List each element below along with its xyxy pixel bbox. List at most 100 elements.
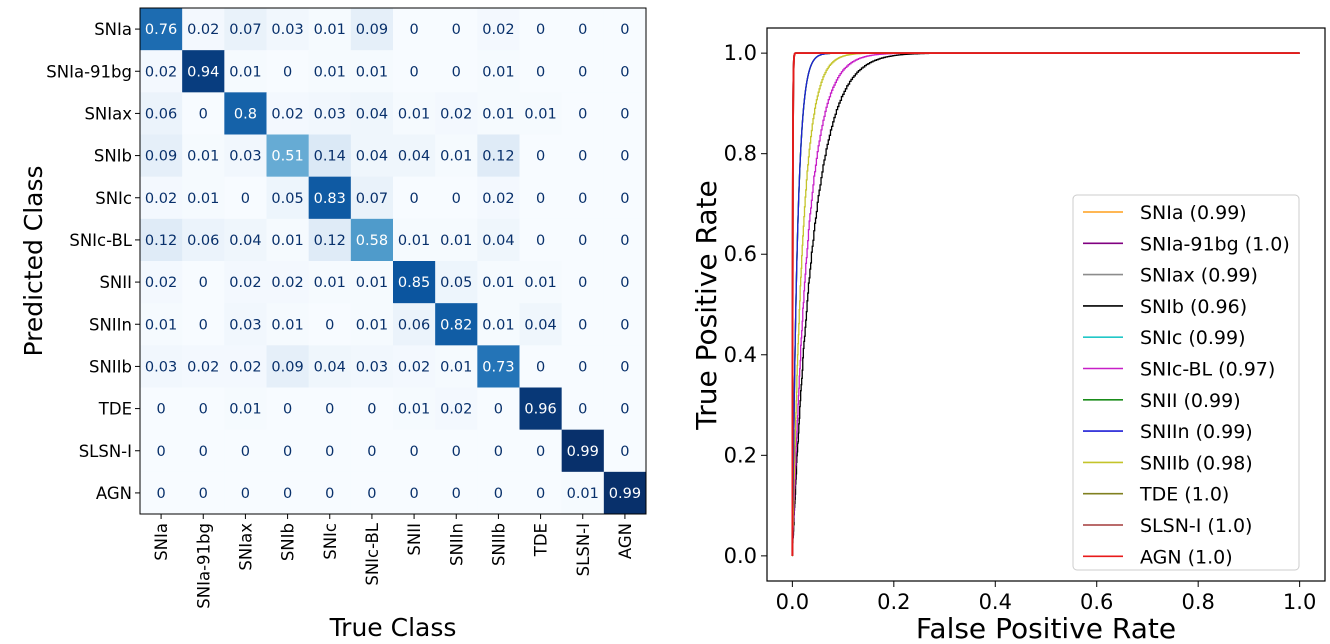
matrix-cell-value: 0.06	[187, 233, 219, 249]
matrix-cell	[561, 92, 605, 135]
legend-label: SNIc-BL (0.97)	[1140, 359, 1275, 381]
column-label: SNIa-91bg	[194, 523, 213, 609]
matrix-cell-value: 0.07	[229, 22, 261, 38]
matrix-cell-value: 0.04	[314, 359, 346, 375]
matrix-cell-value: 0.76	[145, 22, 177, 38]
matrix-cell-value: 0	[409, 444, 418, 460]
x-tick-label: 0.2	[877, 590, 910, 614]
matrix-cell-value: 0	[536, 149, 545, 165]
matrix-cell-value: 0.99	[567, 444, 599, 460]
matrix-cell	[308, 471, 352, 515]
matrix-cell-value: 0	[409, 22, 418, 38]
matrix-cell-value: 0.01	[398, 106, 430, 122]
row-label: SNIIn	[89, 315, 132, 334]
column-label: SNIb	[279, 523, 298, 561]
matrix-cell-value: 0	[620, 444, 629, 460]
matrix-cell	[224, 471, 267, 515]
matrix-cell-value: 0	[578, 317, 587, 333]
roc-curves	[791, 52, 1300, 557]
roc-legend: SNIa (0.99) SNIa-91bg (1.0) SNIax (0.99) SN…	[1072, 194, 1300, 571]
matrix-cell-value: 0.04	[356, 106, 388, 122]
x-tick-label: 0.4	[979, 590, 1012, 614]
x-tick-label: 1.0	[1283, 590, 1316, 614]
matrix-cell	[519, 218, 563, 262]
legend-label: SNIIb (0.98)	[1140, 452, 1253, 474]
matrix-cell-value: 0.07	[356, 191, 388, 207]
matrix-cell	[477, 471, 520, 515]
matrix-cell	[350, 261, 394, 304]
matrix-cell-value: 0.01	[145, 317, 177, 333]
matrix-cell-value: 0	[494, 402, 503, 418]
matrix-cell-value: 0.01	[356, 317, 388, 333]
matrix-cell-value: 0	[283, 402, 292, 418]
matrix-cell-value: 0	[452, 486, 461, 502]
matrix-cell	[266, 471, 310, 515]
matrix-cell	[561, 8, 605, 51]
matrix-cell-value: 0	[620, 64, 629, 80]
matrix-cell-value: 0.01	[398, 402, 430, 418]
matrix-cell	[477, 303, 520, 346]
matrix-cell-value: 0.01	[356, 64, 388, 80]
matrix-cell-value: 0.03	[145, 359, 177, 375]
matrix-cell-value: 0.05	[271, 191, 303, 207]
matrix-cell	[519, 261, 563, 304]
matrix-cell-value: 0.58	[356, 233, 388, 249]
matrix-cell-value: 0	[241, 486, 250, 502]
matrix-cell	[477, 134, 520, 178]
matrix-cell	[266, 345, 310, 388]
matrix-cell	[561, 218, 605, 262]
matrix-cell-value: 0	[325, 486, 334, 502]
matrix-cell-value: 0	[367, 486, 376, 502]
matrix-cell-value: 0	[452, 64, 461, 80]
matrix-cell	[182, 218, 225, 262]
matrix-cell	[393, 134, 436, 178]
confusion-matrix-x-axis-label: True Class	[329, 613, 457, 642]
roc-x-axis-label: False Positive Rate	[916, 612, 1176, 644]
matrix-cell-value: 0	[452, 444, 461, 460]
matrix-cell-value: 0.04	[356, 149, 388, 165]
row-label: SNIax	[84, 104, 132, 123]
matrix-cell-value: 0	[199, 444, 208, 460]
matrix-cell-value: 0.96	[524, 402, 556, 418]
matrix-cell	[350, 134, 394, 178]
x-tick-label: 0.6	[1080, 590, 1113, 614]
matrix-cell-value: 0	[199, 106, 208, 122]
matrix-cell-value: 0.05	[440, 275, 472, 291]
matrix-cell-value: 0.04	[482, 233, 514, 249]
matrix-cell-value: 0.01	[524, 275, 556, 291]
roc-legend-box	[1072, 194, 1300, 571]
matrix-cell	[182, 429, 225, 473]
matrix-cell-value: 0.01	[482, 275, 514, 291]
column-label: SNIIn	[447, 523, 466, 566]
matrix-cell-value: 0.01	[356, 275, 388, 291]
matrix-cell-value: 0	[578, 106, 587, 122]
matrix-cell-value: 0	[409, 486, 418, 502]
matrix-cell	[603, 218, 647, 262]
matrix-cell	[350, 387, 394, 431]
matrix-cell	[435, 345, 478, 388]
matrix-cell	[224, 92, 267, 135]
matrix-cell-value: 0	[578, 359, 587, 375]
matrix-cell	[266, 429, 310, 473]
confusion-matrix-frame	[139, 7, 647, 515]
matrix-cell-value: 0.06	[398, 317, 430, 333]
matrix-cell	[224, 303, 267, 346]
matrix-cell-value: 0.01	[440, 149, 472, 165]
matrix-cell	[477, 92, 520, 135]
matrix-cell-value: 0	[578, 275, 587, 291]
matrix-cell-value: 0.02	[145, 191, 177, 207]
matrix-cell	[308, 429, 352, 473]
matrix-cell-value: 0.73	[482, 359, 514, 375]
matrix-cell-value: 0.01	[271, 233, 303, 249]
matrix-cell	[182, 134, 225, 178]
matrix-cell	[393, 345, 436, 388]
matrix-cell	[561, 303, 605, 346]
matrix-cell	[519, 471, 563, 515]
matrix-cell	[266, 176, 310, 220]
matrix-cell	[182, 176, 225, 220]
matrix-cell-value: 0	[199, 317, 208, 333]
matrix-cell-value: 0	[199, 486, 208, 502]
matrix-cell-value: 0	[494, 444, 503, 460]
y-tick-label: 0.8	[724, 142, 757, 166]
